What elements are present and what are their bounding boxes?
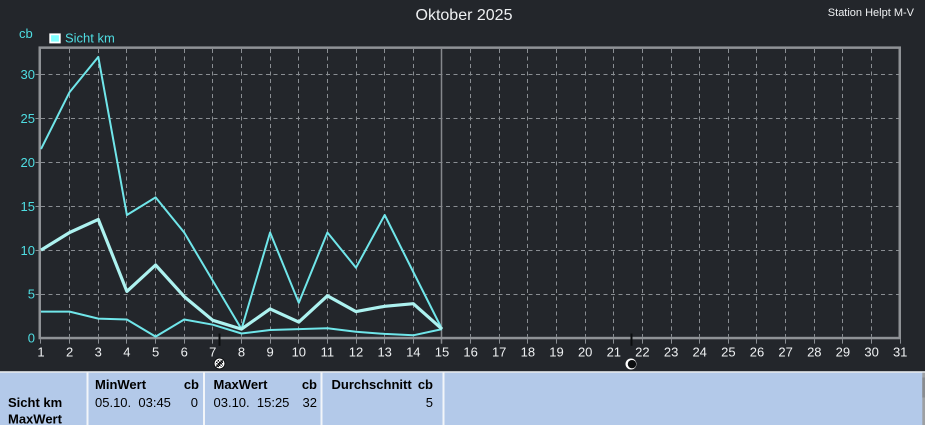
svg-text:3: 3	[95, 345, 102, 360]
svg-text:Durchschnitt: Durchschnitt	[332, 377, 413, 392]
svg-text:28: 28	[807, 345, 821, 360]
svg-text:30: 30	[21, 67, 35, 82]
svg-text:1: 1	[37, 345, 44, 360]
svg-text:cb: cb	[184, 377, 199, 392]
svg-text:27: 27	[778, 345, 792, 360]
svg-text:10: 10	[292, 345, 306, 360]
svg-text:19: 19	[549, 345, 563, 360]
svg-text:Oktober 2025: Oktober 2025	[416, 7, 513, 24]
svg-text:21: 21	[607, 345, 621, 360]
svg-text:05.10. 03:45: 05.10. 03:45	[95, 395, 171, 410]
svg-text:12: 12	[349, 345, 363, 360]
svg-text:23: 23	[664, 345, 678, 360]
svg-text:MinWert: MinWert	[95, 377, 147, 392]
svg-text:6: 6	[181, 345, 188, 360]
svg-text:5: 5	[152, 345, 159, 360]
svg-text:29: 29	[836, 345, 850, 360]
svg-text:26: 26	[750, 345, 764, 360]
svg-text:20: 20	[21, 155, 35, 170]
svg-text:20: 20	[578, 345, 592, 360]
svg-text:25: 25	[721, 345, 735, 360]
svg-text:5: 5	[426, 395, 433, 410]
svg-text:0: 0	[191, 395, 198, 410]
svg-text:cb: cb	[418, 377, 433, 392]
svg-text:32: 32	[303, 395, 317, 410]
svg-text:14: 14	[406, 345, 420, 360]
svg-text:31: 31	[893, 345, 907, 360]
svg-text:9: 9	[266, 345, 273, 360]
svg-text:2: 2	[66, 345, 73, 360]
svg-text:Sicht km: Sicht km	[8, 395, 62, 410]
svg-text:15: 15	[435, 345, 449, 360]
svg-text:24: 24	[692, 345, 706, 360]
svg-text:5: 5	[28, 287, 35, 302]
svg-text:17: 17	[492, 345, 506, 360]
svg-text:18: 18	[521, 345, 535, 360]
svg-text:10: 10	[21, 243, 35, 258]
svg-text:Station Helpt M-V: Station Helpt M-V	[828, 7, 915, 19]
svg-text:15: 15	[21, 199, 35, 214]
svg-text:MaxWert: MaxWert	[8, 411, 63, 425]
svg-text:MaxWert: MaxWert	[214, 377, 269, 392]
svg-text:25: 25	[21, 111, 35, 126]
svg-text:13: 13	[377, 345, 391, 360]
svg-text:Sicht km: Sicht km	[65, 31, 115, 46]
svg-text:03.10. 15:25: 03.10. 15:25	[214, 395, 290, 410]
svg-text:22: 22	[635, 345, 649, 360]
svg-text:7: 7	[209, 345, 216, 360]
svg-text:16: 16	[463, 345, 477, 360]
svg-text:0: 0	[28, 331, 35, 346]
svg-text:4: 4	[123, 345, 130, 360]
svg-text:8: 8	[238, 345, 245, 360]
svg-text:cb: cb	[302, 377, 317, 392]
svg-text:cb: cb	[19, 26, 33, 41]
svg-text:30: 30	[864, 345, 878, 360]
svg-text:11: 11	[321, 345, 335, 360]
